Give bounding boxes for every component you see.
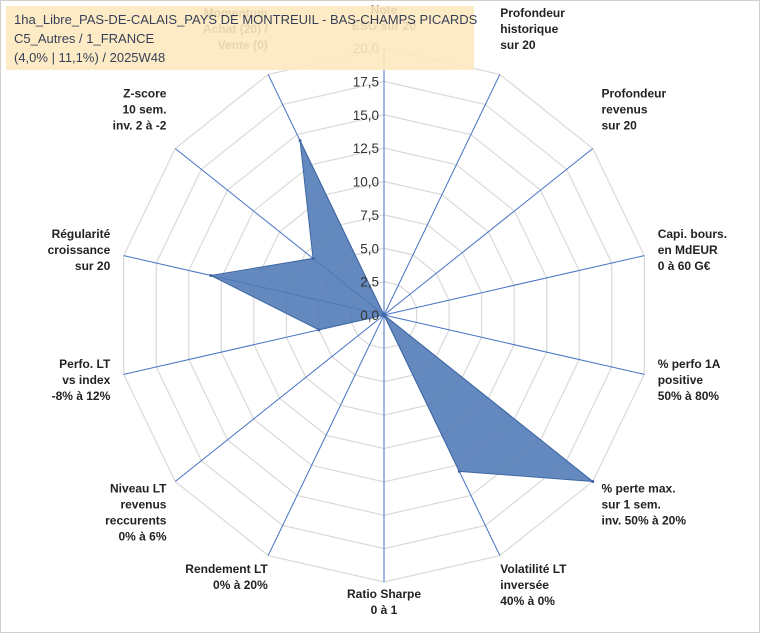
axis-label-group: % perfo 1A positive 50% à 80% xyxy=(658,357,721,403)
axis-label: reccurents xyxy=(105,513,167,527)
chart-title-line-1: 1ha_Libre_PAS-DE-CALAIS_PAYS DE MONTREUI… xyxy=(14,12,478,27)
tick-label: 17,5 xyxy=(353,74,379,89)
tick-label: 5,0 xyxy=(360,241,379,256)
data-point xyxy=(311,256,315,260)
axis-label: positive xyxy=(658,373,704,387)
axis-label: Niveau LT xyxy=(110,481,167,495)
axis-label: Capi. bours. xyxy=(658,227,727,241)
axis-spoke xyxy=(383,148,594,316)
axis-label: 0 à 1 xyxy=(371,603,398,617)
axis-label: revenus xyxy=(602,103,648,117)
data-point xyxy=(317,328,321,332)
axis-label: 40% à 0% xyxy=(500,594,555,608)
axis-label: sur 20 xyxy=(75,259,111,273)
axis-label: 0% à 6% xyxy=(118,529,166,543)
axis-label: % perfo 1A xyxy=(658,357,721,371)
axis-label-group: Niveau LT revenus reccurents 0% à 6% xyxy=(105,481,167,543)
axis-label: inv. 2 à -2 xyxy=(113,119,167,133)
axis-label: Volatilité LT xyxy=(500,562,567,576)
axis-label-group: Rendement LT 0% à 20% xyxy=(185,562,268,592)
axis-label: 0 à 60 G€ xyxy=(658,259,711,273)
axis-label-group: Régularité croissance sur 20 xyxy=(48,227,111,273)
axis-label-group: Profondeur historique sur 20 xyxy=(500,6,565,52)
axis-label: 50% à 80% xyxy=(658,389,720,403)
axis-label: vs index xyxy=(62,373,110,387)
axis-label: Perfo. LT xyxy=(59,357,111,371)
axis-label: 10 sem. xyxy=(122,103,166,117)
data-point xyxy=(382,313,386,317)
tick-label: 15,0 xyxy=(353,108,379,123)
axis-label: sur 1 sem. xyxy=(602,497,661,511)
tick-label: 10,0 xyxy=(353,175,379,190)
axis-spoke xyxy=(267,314,385,556)
data-point xyxy=(209,273,213,277)
axis-label: Rendement LT xyxy=(185,562,268,576)
axis-label: sur 20 xyxy=(500,38,536,52)
axis-label: revenus xyxy=(120,497,166,511)
axis-label: sur 20 xyxy=(602,119,638,133)
axis-label: -8% à 12% xyxy=(52,389,111,403)
axis-label-group: Profondeur revenus sur 20 xyxy=(602,87,667,133)
chart-title-line-2: C5_Autres / 1_FRANCE xyxy=(14,31,155,46)
axis-label: 0% à 20% xyxy=(213,578,268,592)
axis-label: en MdEUR xyxy=(658,243,718,257)
axis-label: inv. 50% à 20% xyxy=(602,513,687,527)
axis-label: % perte max. xyxy=(602,481,676,495)
chart-title-box: 1ha_Libre_PAS-DE-CALAIS_PAYS DE MONTREUI… xyxy=(6,6,478,70)
axis-label: Z-score xyxy=(123,87,167,101)
axis-label: Ratio Sharpe xyxy=(347,587,421,601)
axis-spoke xyxy=(383,314,645,375)
data-point xyxy=(298,139,302,143)
tick-label: 2,5 xyxy=(360,275,379,290)
axis-label-group: Ratio Sharpe 0 à 1 xyxy=(347,587,421,617)
axis-spoke xyxy=(383,255,645,316)
axis-label: Profondeur xyxy=(500,6,565,20)
axis-label: Profondeur xyxy=(602,87,667,101)
axis-label: historique xyxy=(500,22,558,36)
tick-label: 7,5 xyxy=(360,208,379,223)
axis-label-group: Volatilité LT inversée 40% à 0% xyxy=(500,562,567,608)
axis-spoke xyxy=(383,74,501,316)
axis-label-group: Perfo. LT vs index -8% à 12% xyxy=(52,357,111,403)
chart-title-line-3: (4,0% | 11,1%) / 2025W48 xyxy=(14,50,166,65)
tick-label: 12,5 xyxy=(353,141,379,156)
data-point xyxy=(457,469,461,473)
axis-spoke xyxy=(174,314,385,482)
axis-label: Régularité xyxy=(52,227,111,241)
tick-label: 0,0 xyxy=(360,308,379,323)
axis-label-group: Capi. bours. en MdEUR 0 à 60 G€ xyxy=(658,227,727,273)
data-point xyxy=(591,479,595,483)
axis-label-group: % perte max. sur 1 sem. inv. 50% à 20% xyxy=(602,481,687,527)
axis-label: croissance xyxy=(48,243,111,257)
axis-label: inversée xyxy=(500,578,549,592)
axis-label-group: Z-score 10 sem. inv. 2 à -2 xyxy=(113,87,167,133)
